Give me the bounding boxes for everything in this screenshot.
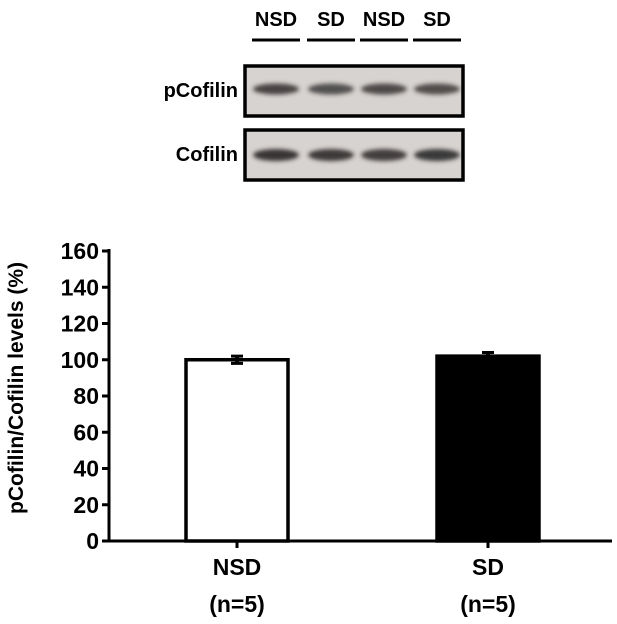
protein-band [414, 149, 460, 161]
y-tick-label: 160 [61, 238, 99, 264]
lane-label: NSD [255, 9, 297, 31]
y-axis-title: pCofilin/Cofilin levels (%) [5, 262, 28, 514]
y-tick-label: 140 [61, 274, 99, 300]
y-tick-label: 60 [73, 419, 99, 445]
y-tick-label: 40 [73, 456, 99, 482]
blot-row-label: Cofilin [176, 144, 238, 166]
x-tick-sublabel: (n=5) [460, 591, 516, 617]
protein-band [308, 83, 354, 95]
blot-row: Cofilin [176, 128, 465, 182]
x-tick-sublabel: (n=5) [209, 591, 265, 617]
y-axis-title-group: pCofilin/Cofilin levels (%) [5, 262, 28, 514]
x-tick-label: NSD [213, 554, 262, 580]
bar-chart: pCofilin/Cofilin levels (%) 0 20 40 60 80 100… [5, 238, 612, 617]
blot-row-label: pCofilin [164, 80, 238, 102]
protein-band [414, 83, 460, 95]
y-tick-label: 80 [73, 383, 99, 409]
y-axis-ticks: 0 20 40 60 80 100 120 140 160 [61, 238, 109, 554]
blot-bands [253, 83, 460, 95]
bar-sd [435, 354, 541, 543]
x-tick-label: SD [472, 554, 504, 580]
y-tick-label: 0 [86, 528, 99, 554]
lane-labels: NSD SD NSD SD [255, 9, 451, 31]
y-tick-label: 120 [61, 311, 99, 337]
protein-band [253, 149, 299, 161]
bar-nsd [184, 358, 290, 543]
protein-band [361, 149, 407, 161]
blot-bands [253, 149, 460, 161]
lane-label: SD [317, 9, 345, 31]
protein-band [253, 83, 299, 95]
blot-rows: pCofilin Cofilin [164, 64, 465, 182]
y-tick-label: 20 [73, 492, 99, 518]
y-tick-label: 100 [61, 347, 99, 373]
western-blot-panel: NSD SD NSD SD pCofilin Cofilin [164, 9, 465, 182]
protein-band [361, 83, 407, 95]
blot-row: pCofilin [164, 64, 465, 118]
lane-label: NSD [363, 9, 405, 31]
protein-band [308, 149, 354, 161]
x-axis-labels: NSD (n=5) SD (n=5) [209, 541, 516, 617]
lane-label: SD [423, 9, 451, 31]
bars [184, 351, 541, 543]
